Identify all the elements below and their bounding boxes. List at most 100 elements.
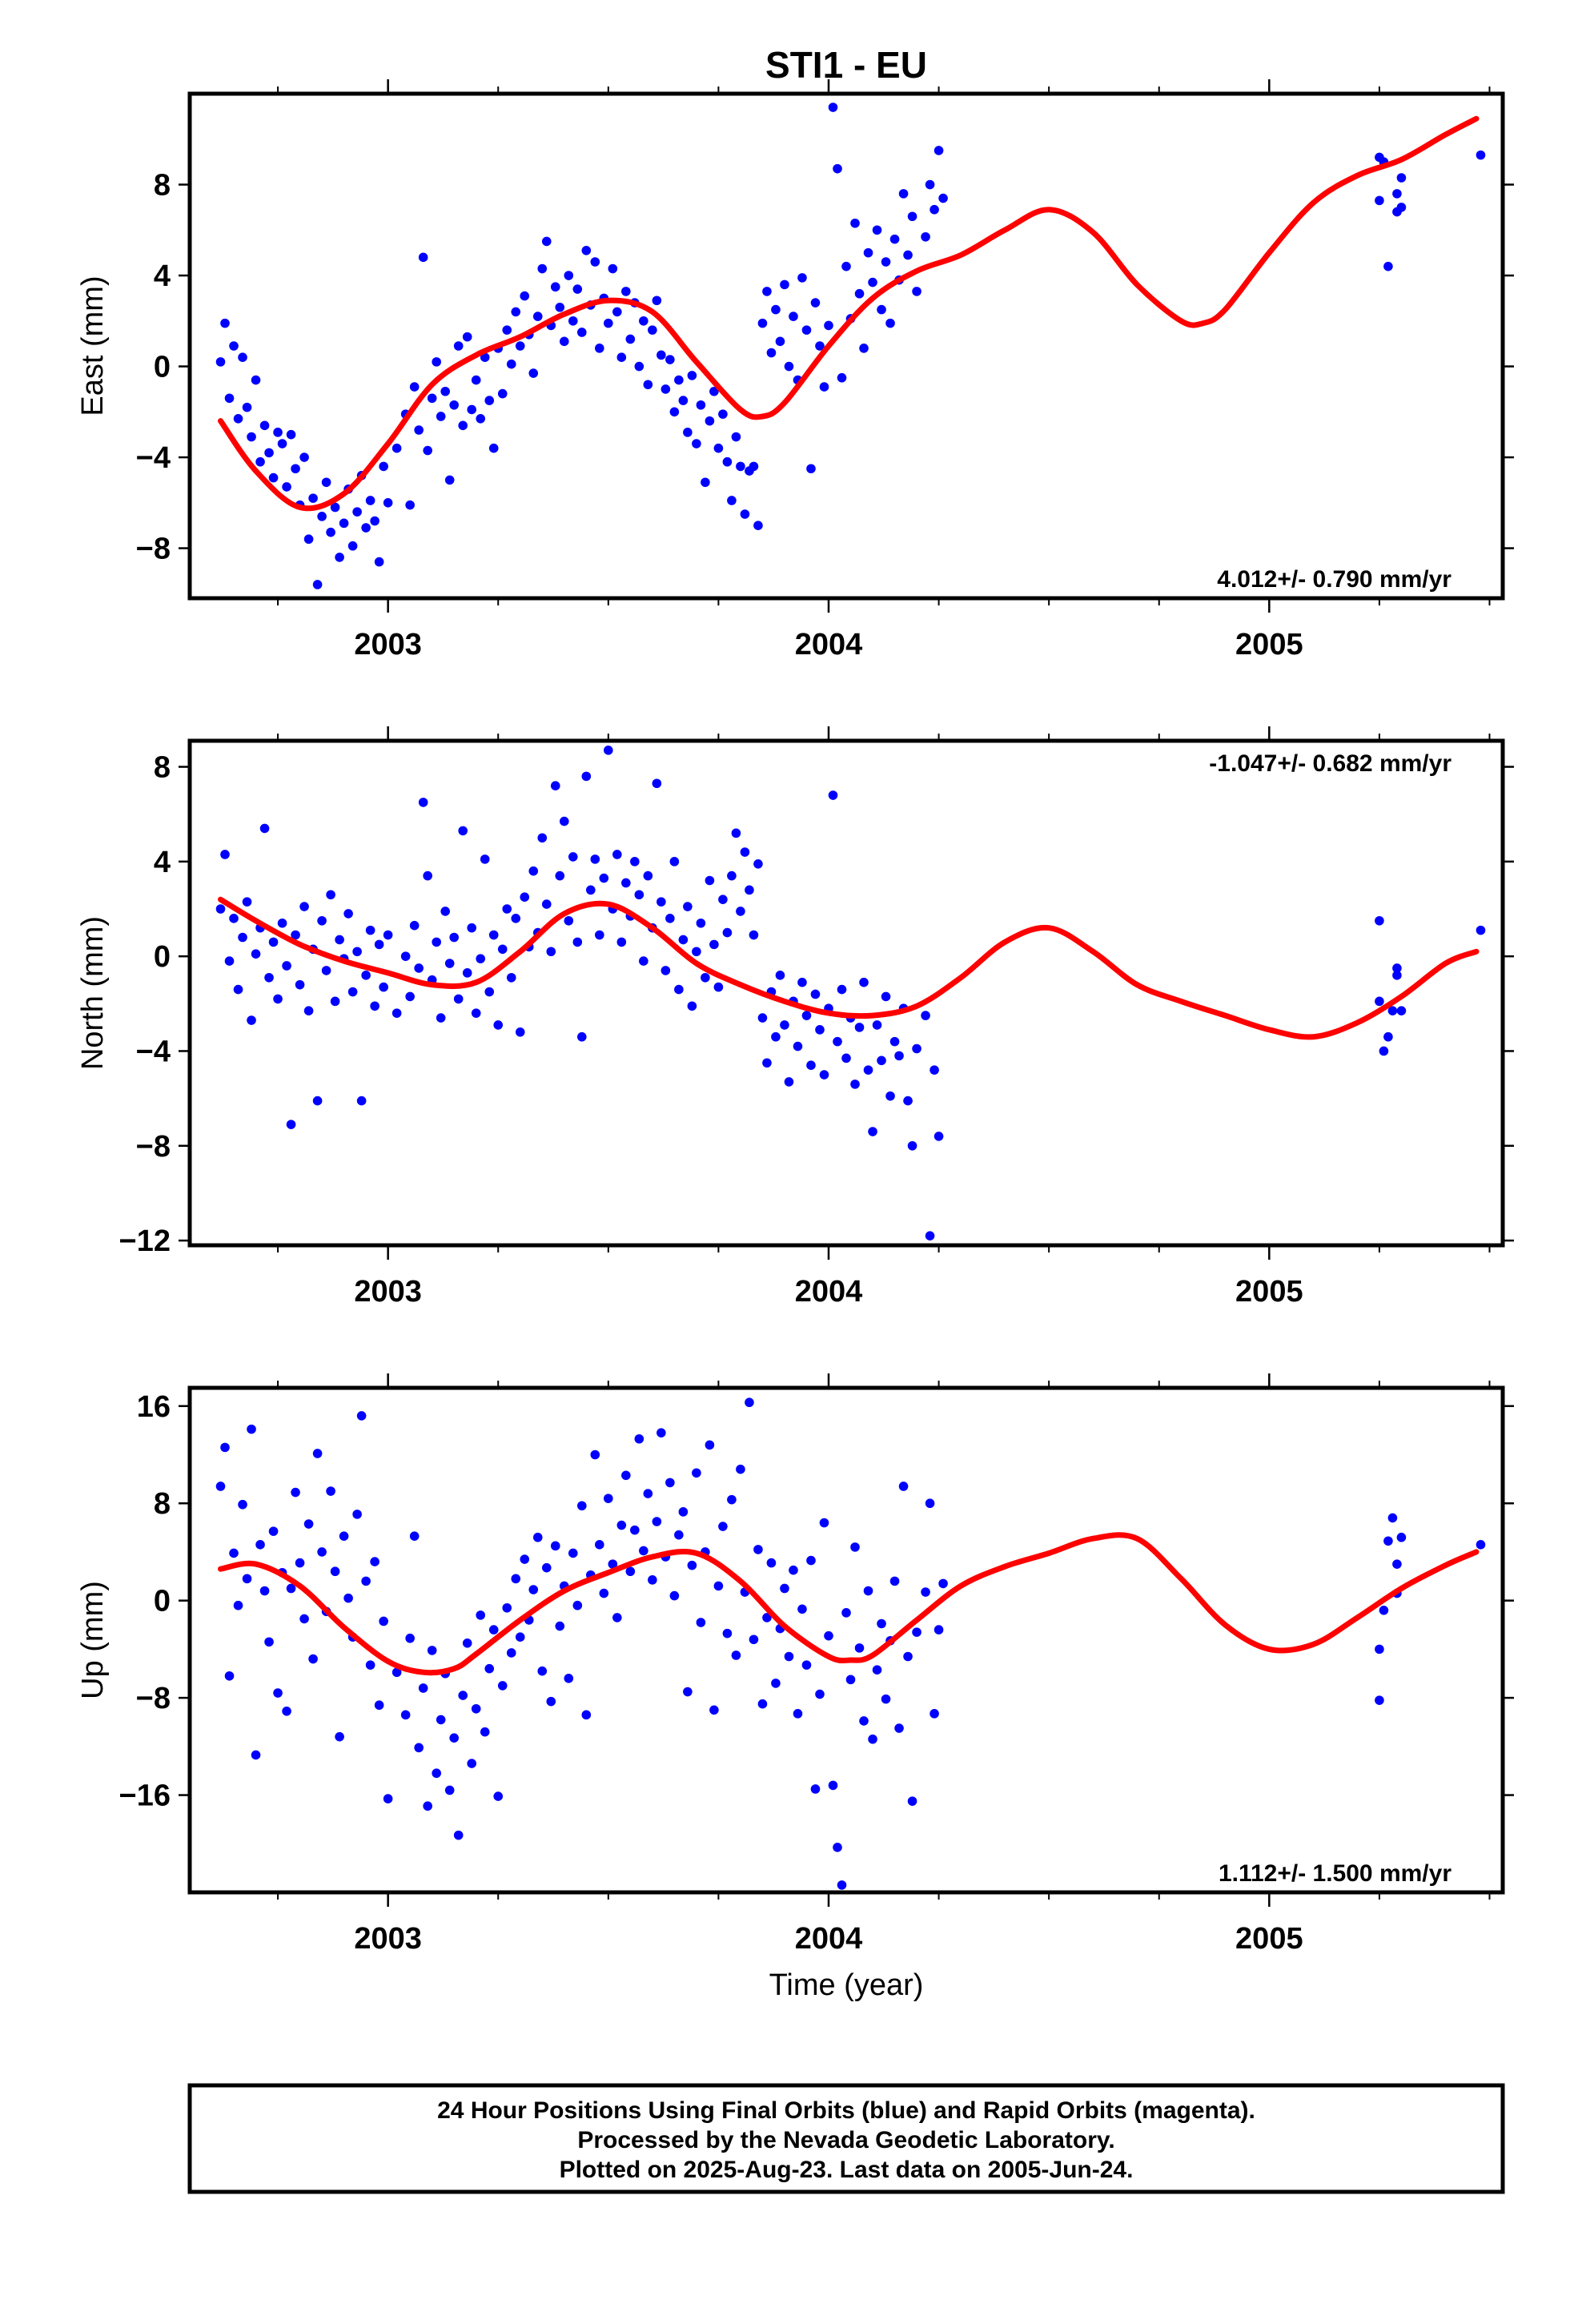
north-data-point: [259, 823, 270, 834]
up-data-point: [656, 1428, 666, 1437]
up-data-point: [621, 1470, 631, 1481]
up-data-point: [692, 1468, 701, 1478]
up-y-tick-label: 8: [154, 1487, 171, 1521]
up-data-point: [604, 1494, 613, 1503]
up-data-point: [242, 1574, 252, 1584]
north-data-point: [352, 947, 362, 957]
north-data-point: [343, 909, 353, 919]
up-data-point: [718, 1522, 728, 1531]
north-data-point: [1392, 971, 1402, 980]
up-data-point: [903, 1651, 913, 1662]
east-data-point: [740, 509, 750, 519]
east-data-point: [648, 325, 657, 335]
east-data-point: [736, 461, 745, 472]
north-data-point: [599, 873, 609, 883]
up-data-point: [868, 1734, 877, 1744]
north-data-point: [502, 904, 512, 914]
up-data-point: [930, 1709, 939, 1719]
footer-line-1: 24 Hour Positions Using Final Orbits (bl…: [437, 2097, 1255, 2124]
north-data-point: [559, 816, 569, 826]
east-data-point: [555, 302, 565, 312]
east-data-point: [810, 298, 821, 308]
north-x-tick-label: 2004: [795, 1275, 863, 1309]
east-data-point: [405, 500, 415, 510]
north-data-point: [220, 850, 230, 859]
up-data-point: [414, 1743, 424, 1753]
east-data-point: [286, 429, 296, 440]
up-data-point: [713, 1581, 724, 1591]
east-data-point: [224, 393, 235, 404]
north-panel: 2003 2004 2005 −12 −8 −4 0 4 8 North (mm) -1.047+/…: [76, 726, 1514, 1309]
up-data-point: [793, 1709, 803, 1719]
up-data-point: [515, 1632, 525, 1642]
up-data-point: [572, 1600, 583, 1610]
east-data-point: [850, 218, 860, 228]
up-data-point: [352, 1510, 362, 1519]
north-data-point: [753, 859, 763, 869]
up-data-point: [625, 1566, 636, 1577]
east-data-point: [471, 375, 481, 385]
east-data-point: [550, 282, 560, 292]
north-data-point: [484, 987, 495, 997]
up-data-point: [383, 1794, 393, 1803]
north-data-point: [550, 781, 560, 790]
east-data-point: [925, 179, 935, 190]
north-data-point: [885, 1091, 895, 1101]
east-data-point: [520, 291, 530, 301]
east-data-point: [1383, 261, 1393, 271]
north-data-point: [383, 930, 393, 940]
east-data-point: [731, 432, 741, 442]
up-data-point: [612, 1613, 622, 1622]
up-data-point: [1379, 1606, 1389, 1615]
chart-title: STI1 - EU: [765, 44, 927, 86]
north-data-point: [771, 1031, 781, 1042]
east-data-point: [268, 472, 279, 483]
up-data-point: [458, 1691, 468, 1700]
north-data-point: [568, 852, 578, 862]
east-data-point: [674, 375, 684, 385]
north-data-point: [630, 857, 640, 866]
north-data-point: [921, 1011, 930, 1020]
east-data-point: [515, 341, 525, 351]
up-data-point: [576, 1501, 587, 1511]
north-data-point: [656, 897, 666, 907]
up-data-point: [356, 1411, 367, 1421]
up-data-point: [541, 1562, 552, 1573]
up-data-point: [643, 1489, 653, 1498]
north-data-point: [1392, 963, 1402, 973]
up-panel: 2003 2004 2005 −16 −8 0 8 16 Up (mm) 1.112+/- 1.5…: [76, 1373, 1514, 1956]
east-data-point: [709, 386, 719, 396]
up-data-point: [859, 1716, 869, 1726]
east-data-point: [484, 396, 495, 405]
east-data-point: [361, 523, 371, 533]
east-data-point: [444, 475, 455, 485]
north-data-point: [471, 1008, 481, 1018]
up-data-point: [815, 1689, 825, 1699]
east-data-point: [701, 477, 710, 488]
up-fit-curve: [218, 1532, 1480, 1676]
north-data-point: [621, 878, 631, 888]
up-y-tick-label: 0: [154, 1585, 171, 1618]
east-data-point: [604, 318, 613, 328]
up-data-point: [432, 1768, 441, 1779]
east-data-point: [868, 277, 877, 287]
north-data-point: [784, 1077, 794, 1087]
north-data-point: [616, 937, 627, 947]
up-data-point: [467, 1759, 477, 1768]
up-data-point: [652, 1517, 662, 1526]
east-data-point: [564, 271, 574, 280]
up-data-point: [215, 1482, 226, 1491]
up-data-point: [678, 1507, 689, 1517]
east-data-point: [374, 557, 384, 567]
north-data-point: [854, 1023, 865, 1032]
north-data-point: [877, 1055, 886, 1066]
north-data-point: [780, 1020, 789, 1030]
up-data-point: [418, 1683, 428, 1693]
up-data-point: [753, 1545, 763, 1554]
north-data-point: [731, 828, 741, 838]
up-data-point: [797, 1604, 807, 1614]
east-data-point: [317, 512, 327, 521]
east-data-point: [656, 350, 666, 360]
north-data-point: [224, 956, 235, 966]
north-data-point: [379, 982, 388, 992]
